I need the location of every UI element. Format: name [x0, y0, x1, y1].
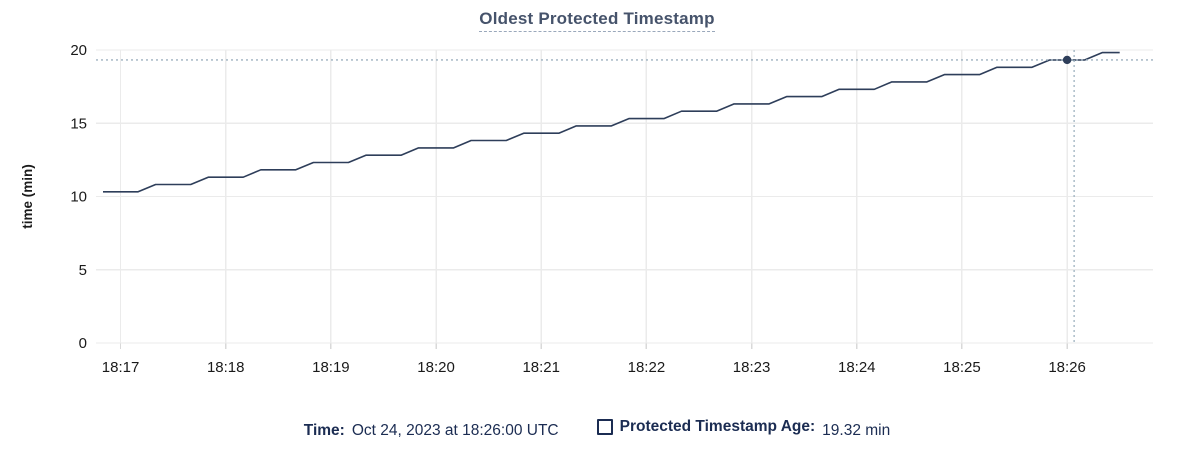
line-chart-svg[interactable]: 18:17 18:18 18:19 18:20 18:21 18:22 18:23 18:24…: [0, 29, 1194, 415]
x-tick-label: 18:26: [1048, 359, 1086, 376]
series-line: [103, 51, 1120, 193]
x-tick-label: 18:22: [628, 359, 666, 376]
chart-footer: Time: Oct 24, 2023 at 18:26:00 UTC Protect…: [0, 418, 1194, 440]
chart-title[interactable]: Oldest Protected Timestamp: [479, 9, 715, 32]
y-tick-label: 15: [70, 115, 87, 132]
y-tick-label: 5: [79, 262, 87, 279]
time-label: Time:: [303, 422, 345, 439]
chart-header: Oldest Protected Timestamp: [0, 0, 1194, 32]
y-tick-label: 20: [70, 42, 87, 59]
x-tick-label: 18:25: [943, 359, 981, 376]
x-tick-label: 18:20: [417, 359, 455, 376]
x-tick-label: 18:24: [838, 359, 876, 376]
x-tick-label: 18:17: [102, 359, 140, 376]
hover-point-marker: [1062, 55, 1072, 65]
age-label: Protected Timestamp Age:: [619, 418, 816, 435]
y-tick-label: 10: [70, 189, 87, 206]
x-tick-label: 18:21: [522, 359, 560, 376]
time-value: Oct 24, 2023 at 18:26:00 UTC: [351, 422, 559, 439]
legend-item-protected-timestamp-age[interactable]: Protected Timestamp Age:: [596, 418, 823, 436]
x-tick-label: 18:23: [733, 359, 771, 376]
x-tick-label: 18:19: [312, 359, 350, 376]
y-axis-title: time (min): [20, 164, 35, 229]
age-value: 19.32 min: [822, 422, 891, 439]
x-tick-label: 18:18: [207, 359, 245, 376]
y-tick-label: 0: [79, 335, 87, 352]
series-toggle-checkbox[interactable]: [596, 419, 613, 435]
